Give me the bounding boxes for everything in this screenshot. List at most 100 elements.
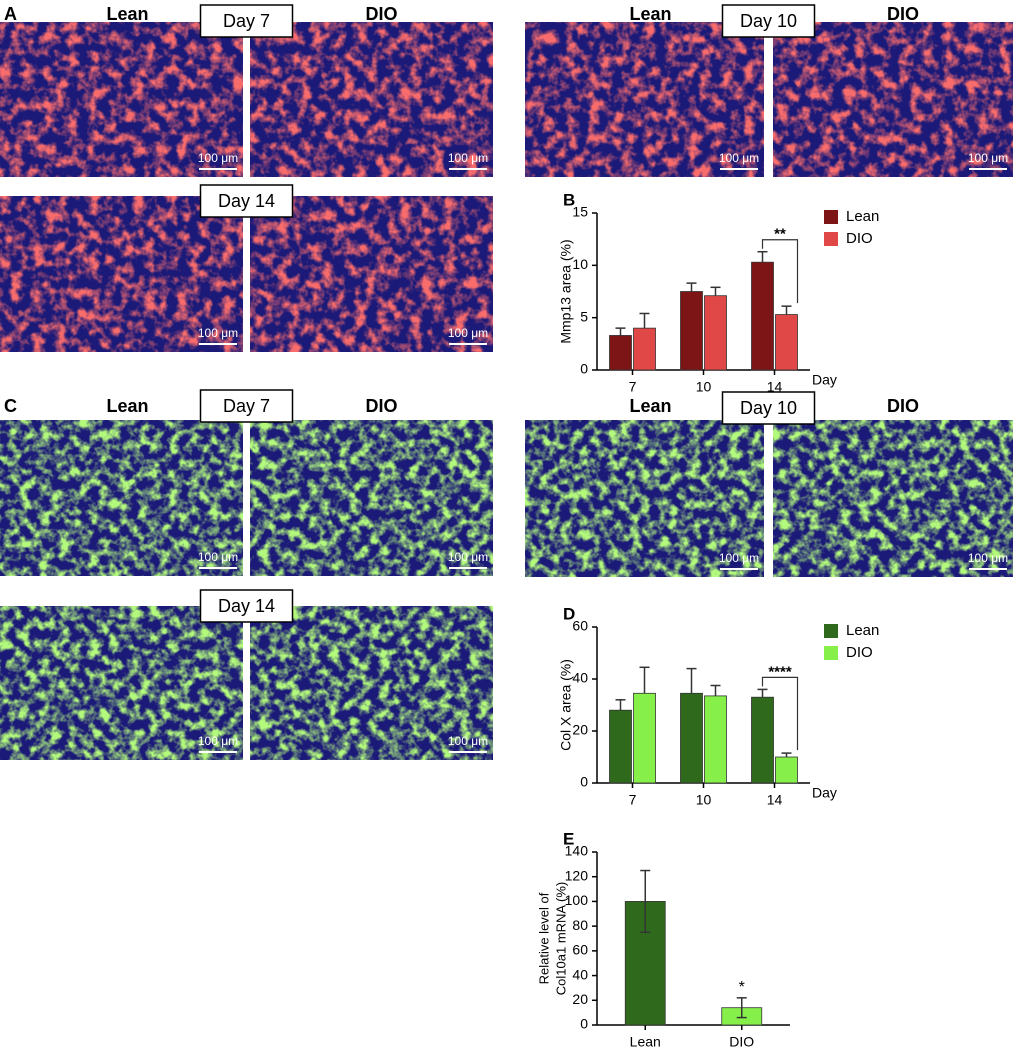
panel-label: D (563, 604, 575, 623)
bar (704, 695, 727, 784)
y-tick-label: 0 (580, 1016, 588, 1032)
day-label: Day 10 (740, 11, 797, 31)
scale-bar-label: 100 μm (968, 151, 1008, 165)
day-box (199, 184, 294, 218)
day-box (721, 4, 816, 38)
scale-bar-label: 100 μm (198, 151, 238, 165)
day-label: Day 14 (218, 191, 275, 211)
panel-label: E (563, 829, 574, 848)
micrograph-stain (773, 420, 1013, 577)
y-tick-label: 60 (572, 942, 588, 958)
significance-bracket (761, 676, 799, 751)
bar (775, 756, 798, 784)
group-label: DIO (887, 4, 919, 24)
day-label: Day 10 (740, 398, 797, 418)
scale-bar-label: 100 μm (448, 734, 488, 748)
group-label: DIO (365, 4, 397, 24)
bar (633, 692, 656, 784)
bar (704, 295, 727, 371)
y-tick-label: 0 (580, 361, 588, 377)
micrograph-stain (525, 420, 764, 577)
y-axis-label: Col X area (%) (558, 659, 574, 751)
bar (609, 709, 632, 784)
bar (751, 696, 774, 784)
micrograph-stain (0, 22, 243, 177)
scale-bar-label: 100 μm (968, 551, 1008, 565)
legend-label: DIO (846, 644, 873, 661)
bar (680, 692, 703, 784)
y-tick-label: 5 (580, 308, 588, 324)
scale-bar-label: 100 μm (719, 551, 759, 565)
micrograph-stain (250, 420, 493, 576)
scale-bar-label: 100 μm (448, 550, 488, 564)
significance-label: * (739, 979, 745, 996)
micrograph-stain (0, 606, 243, 760)
group-label: Lean (106, 396, 148, 416)
significance-label: ** (774, 226, 786, 243)
micrograph-stain (0, 196, 243, 352)
micrograph-stain (0, 420, 243, 576)
micrograph-stain (773, 22, 1013, 177)
y-axis-label: Col10a1 mRNA (%) (553, 882, 568, 995)
x-tick-label: 7 (629, 379, 637, 395)
micrograph-stain (250, 606, 493, 760)
panel-label: C (4, 396, 17, 416)
scale-bar-label: 100 μm (198, 326, 238, 340)
y-tick-label: 80 (572, 917, 588, 933)
bar (751, 261, 774, 371)
scale-bar-label: 100 μm (198, 550, 238, 564)
significance-label: **** (768, 663, 792, 680)
group-label: Lean (629, 4, 671, 24)
y-tick-label: 15 (572, 204, 588, 220)
bar (775, 314, 798, 371)
x-axis-label: Day (812, 785, 837, 801)
bar (609, 335, 632, 371)
x-axis-label: Day (812, 372, 837, 388)
day-label: Day 7 (223, 11, 270, 31)
day-box (199, 589, 294, 623)
micrograph-stain (250, 22, 493, 177)
x-tick-label: 14 (767, 792, 783, 808)
panel-label: B (563, 190, 575, 209)
y-axis-label: Mmp13 area (%) (558, 239, 574, 343)
legend-swatch (824, 210, 838, 224)
y-tick-label: 10 (572, 256, 588, 272)
day-box (199, 4, 294, 38)
scale-bar-label: 100 μm (448, 326, 488, 340)
y-tick-label: 0 (580, 774, 588, 790)
y-tick-label: 40 (572, 670, 588, 686)
x-tick-label: 10 (696, 379, 712, 395)
scale-bar-label: 100 μm (198, 734, 238, 748)
y-tick-label: 20 (572, 991, 588, 1007)
day-label: Day 7 (223, 396, 270, 416)
x-tick-label: Lean (630, 1034, 661, 1050)
y-axis-label: Relative level of (536, 892, 551, 984)
significance-bracket (761, 239, 799, 304)
legend-label: DIO (846, 230, 873, 247)
legend-swatch (824, 646, 838, 660)
y-tick-label: 120 (565, 867, 589, 883)
group-label: Lean (106, 4, 148, 24)
y-tick-label: 20 (572, 722, 588, 738)
bar (680, 291, 703, 371)
legend-label: Lean (846, 622, 879, 639)
x-tick-label: DIO (729, 1034, 754, 1050)
y-tick-label: 60 (572, 618, 588, 634)
y-tick-label: 140 (565, 843, 589, 859)
bar (633, 327, 656, 371)
group-label: DIO (887, 396, 919, 416)
panel-label: A (4, 4, 17, 24)
legend-label: Lean (846, 208, 879, 225)
micrograph-stain (525, 22, 764, 177)
x-tick-label: 14 (767, 379, 783, 395)
micrograph-stain (250, 196, 493, 352)
day-box (199, 389, 294, 423)
scale-bar-label: 100 μm (448, 151, 488, 165)
group-label: DIO (365, 396, 397, 416)
day-label: Day 14 (218, 596, 275, 616)
day-box (721, 391, 816, 425)
legend-swatch (824, 232, 838, 246)
legend-swatch (824, 624, 838, 638)
x-tick-label: 10 (696, 792, 712, 808)
